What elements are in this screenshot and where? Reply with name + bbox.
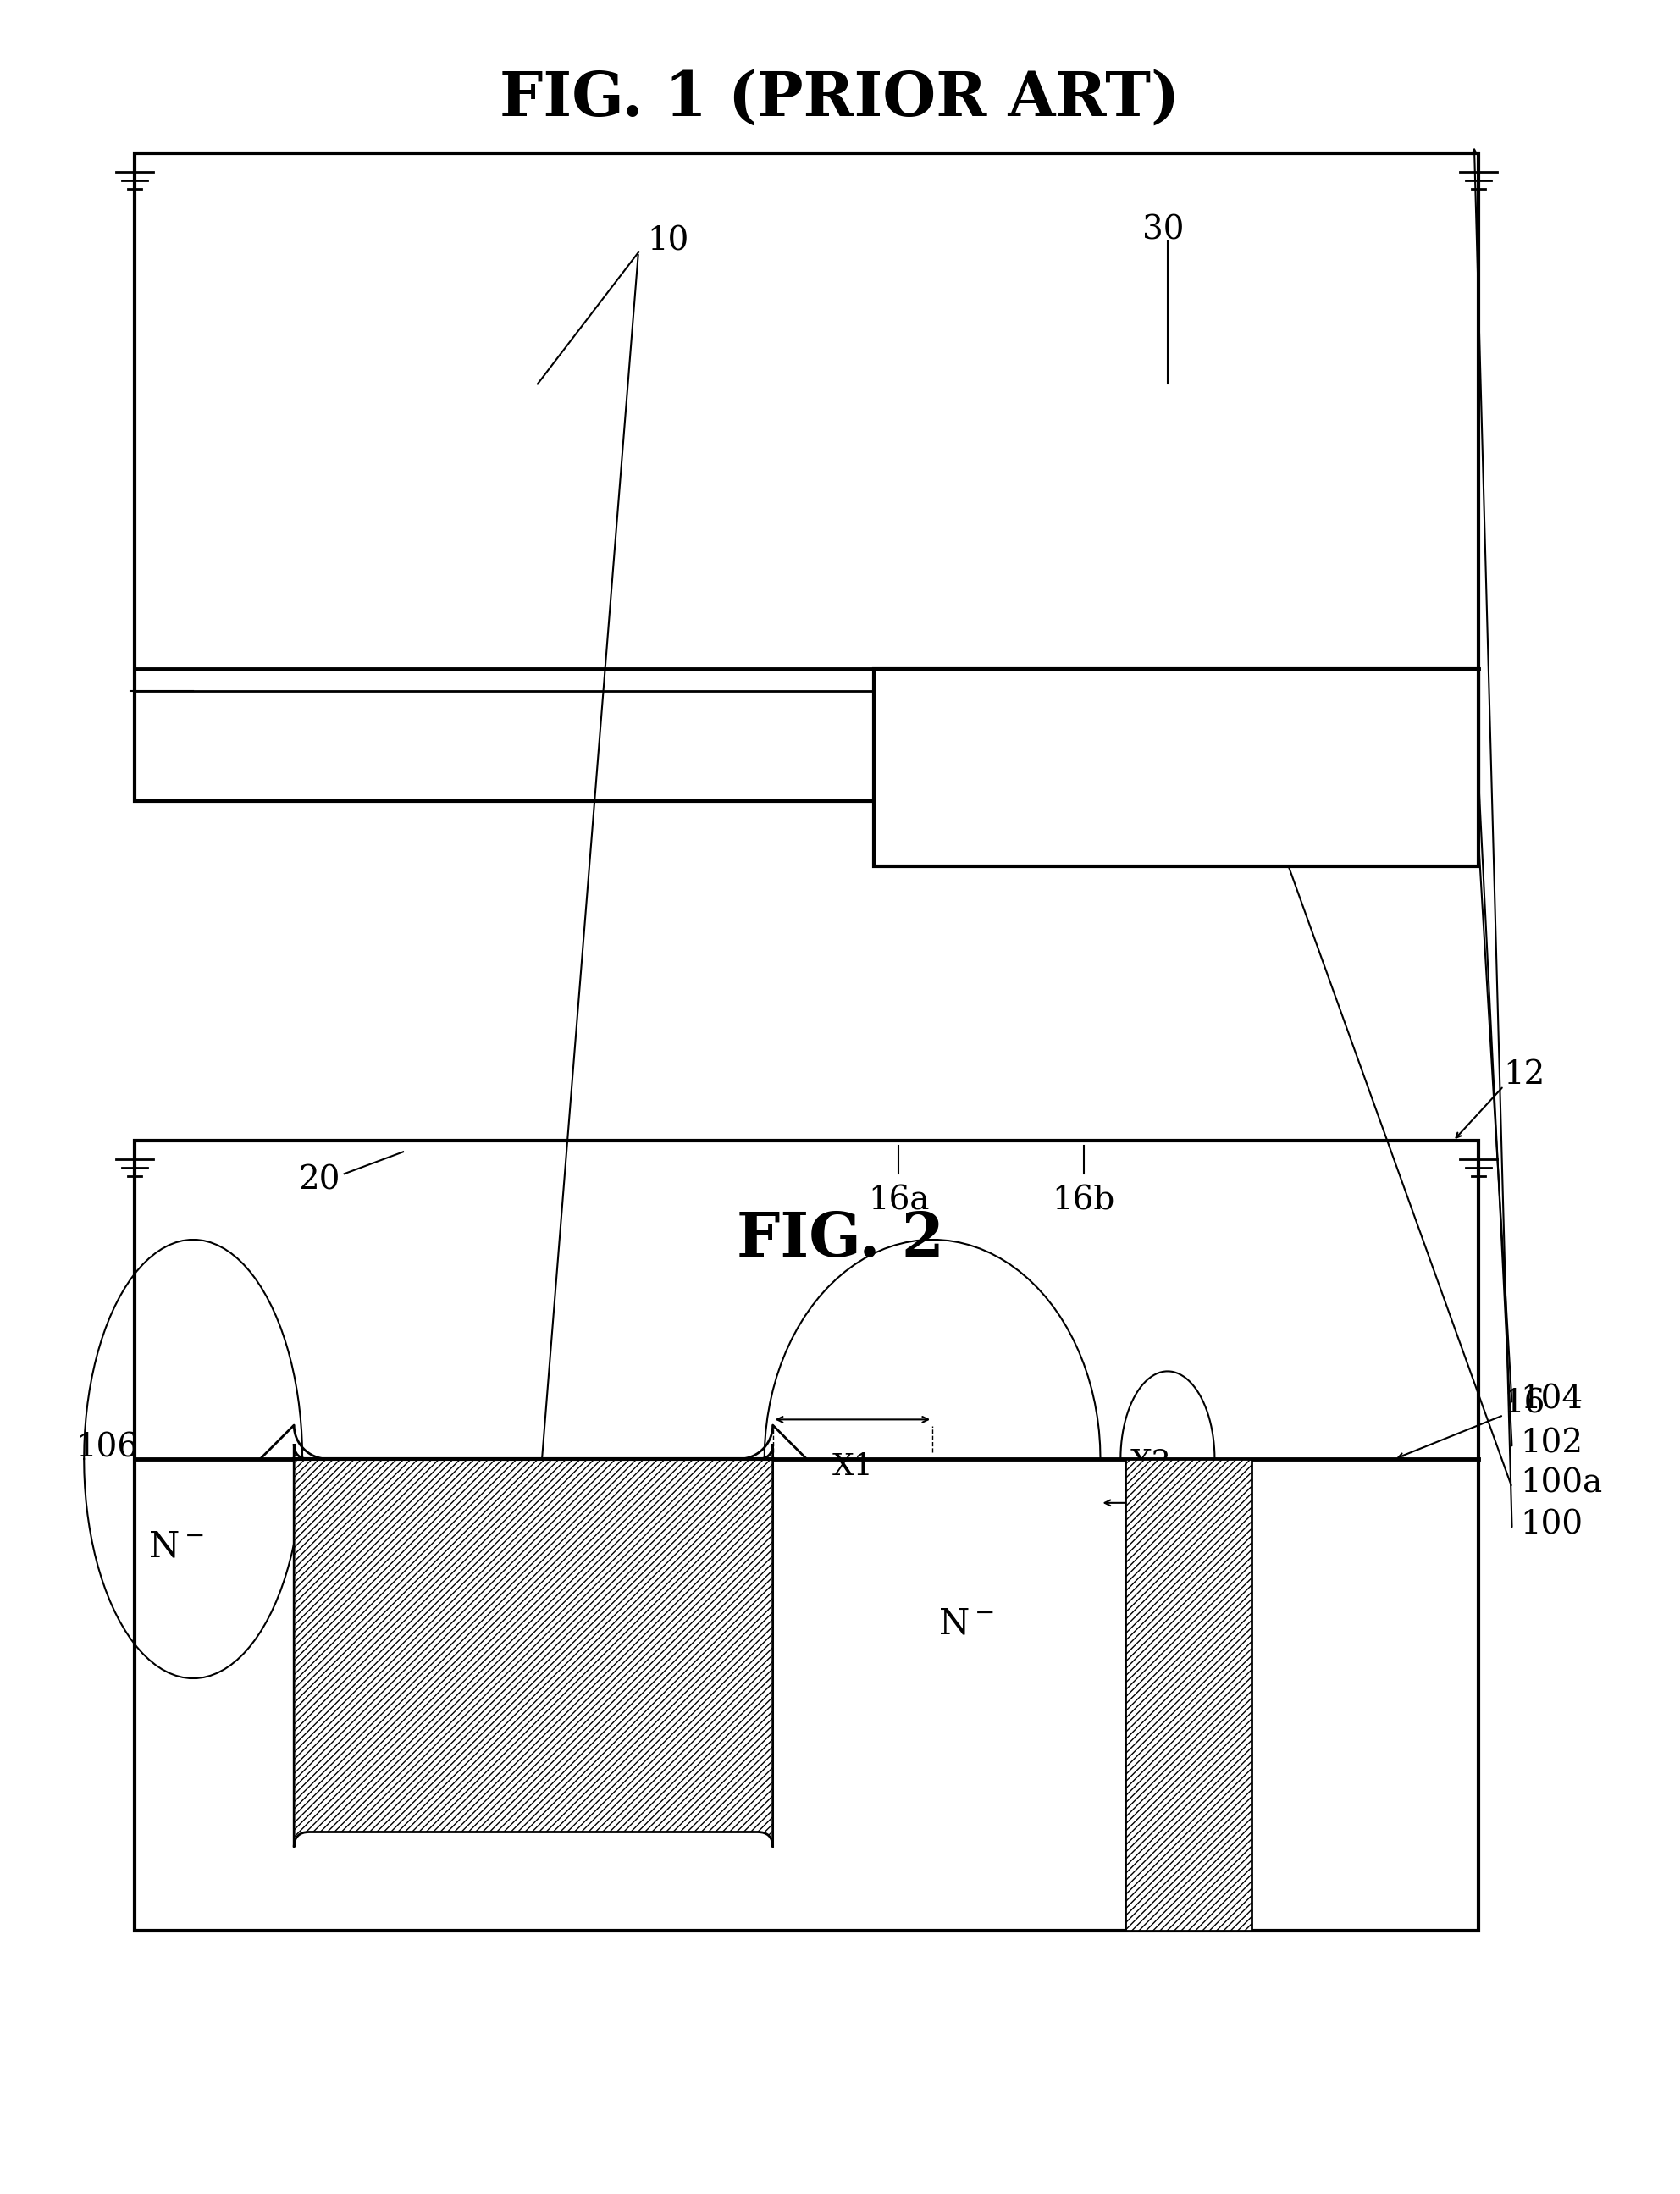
Text: 30: 30	[1142, 215, 1184, 246]
Bar	[1126, 1459, 1252, 1931]
Text: 10: 10	[647, 226, 689, 257]
Text: N$^+$: N$^+$	[1136, 1466, 1183, 1496]
FancyBboxPatch shape	[294, 1444, 773, 1847]
Text: 106: 106	[76, 1433, 138, 1463]
Text: X2: X2	[1131, 1448, 1171, 1477]
Text: 20: 20	[299, 1165, 339, 1196]
Text: 104: 104	[1520, 1384, 1583, 1415]
Text: FIG. 2: FIG. 2	[736, 1209, 944, 1270]
Text: N$^-$: N$^-$	[937, 1606, 995, 1641]
Text: 16: 16	[1504, 1389, 1546, 1420]
Text: 12: 12	[1504, 1060, 1546, 1090]
Bar	[874, 669, 1478, 867]
Text: FIG. 1 (PRIOR ART): FIG. 1 (PRIOR ART)	[501, 68, 1179, 129]
Text: P: P	[627, 1584, 650, 1619]
Text: N$^-$: N$^-$	[148, 1529, 205, 1564]
Text: P: P	[492, 1584, 516, 1619]
Bar	[134, 154, 1478, 801]
Text: 100a: 100a	[1520, 1468, 1603, 1499]
Text: X1: X1	[832, 1452, 874, 1481]
Text: 16b: 16b	[1052, 1185, 1116, 1215]
Text: 102: 102	[1520, 1428, 1583, 1459]
Text: 16a: 16a	[869, 1185, 929, 1215]
Bar	[134, 1141, 1478, 1931]
Bar	[1126, 1459, 1252, 1931]
Text: 100: 100	[1520, 1509, 1583, 1540]
